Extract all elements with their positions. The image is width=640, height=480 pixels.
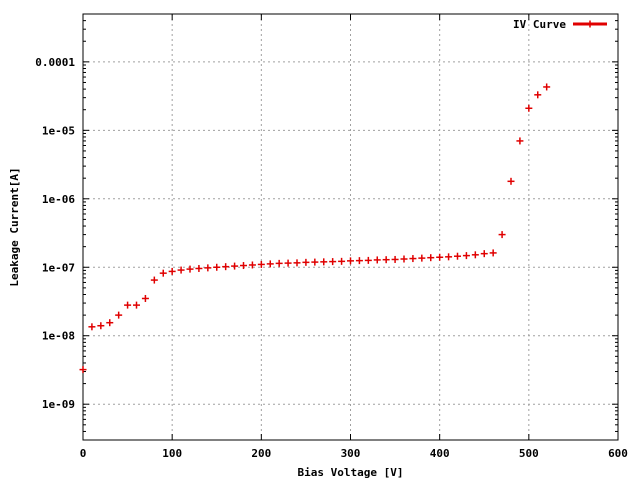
- data-point: [177, 266, 185, 274]
- y-tick-label: 1e-09: [42, 398, 75, 411]
- data-point: [355, 257, 363, 265]
- y-tick-label: 1e-05: [42, 124, 75, 137]
- data-point: [141, 294, 149, 302]
- data-point: [240, 262, 247, 270]
- data-point: [471, 251, 479, 259]
- data-point: [409, 255, 417, 263]
- data-point: [338, 257, 346, 265]
- data-point: [516, 137, 524, 145]
- data-point: [436, 253, 444, 261]
- data-point: [150, 276, 158, 284]
- data-point: [534, 91, 542, 99]
- y-tick-label: 0.0001: [35, 56, 75, 69]
- data-point: [302, 258, 310, 266]
- data-point: [186, 265, 194, 273]
- data-point: [168, 267, 176, 275]
- data-point: [231, 262, 239, 270]
- data-point: [489, 249, 497, 257]
- data-point: [400, 255, 408, 263]
- data-markers: [79, 83, 551, 374]
- x-tick-label: 0: [80, 447, 87, 460]
- data-point: [391, 255, 399, 263]
- data-point: [382, 256, 390, 264]
- data-point: [445, 253, 453, 261]
- data-point: [88, 323, 96, 331]
- legend: IV Curve: [513, 18, 607, 31]
- data-point: [266, 260, 274, 268]
- plot-frame: [82, 13, 619, 441]
- data-point: [373, 256, 381, 264]
- data-point: [222, 263, 230, 271]
- data-point: [213, 263, 221, 271]
- legend-marker-sample: [586, 20, 594, 28]
- data-point: [106, 319, 114, 327]
- data-point: [159, 269, 167, 277]
- data-point: [204, 264, 212, 272]
- data-point: [525, 104, 533, 112]
- data-point: [507, 177, 515, 185]
- x-tick-label: 300: [341, 447, 361, 460]
- data-point: [195, 264, 203, 272]
- data-point: [498, 231, 506, 239]
- legend-label: IV Curve: [513, 18, 566, 31]
- data-point: [79, 366, 87, 374]
- x-axis-label: Bias Voltage [V]: [298, 466, 404, 479]
- data-point: [311, 258, 319, 266]
- data-point: [454, 252, 461, 260]
- data-point: [257, 260, 265, 268]
- y-tick-label: 1e-06: [42, 193, 75, 206]
- data-point: [284, 259, 292, 267]
- data-point: [543, 83, 551, 91]
- data-point: [364, 256, 372, 264]
- data-point: [347, 257, 354, 265]
- data-point: [293, 259, 301, 267]
- x-tick-label: 600: [608, 447, 628, 460]
- data-point: [248, 261, 256, 269]
- data-point: [480, 250, 488, 258]
- grid: [83, 14, 618, 440]
- data-point: [320, 258, 328, 266]
- y-tick-label: 1e-07: [42, 261, 75, 274]
- x-tick-label: 500: [519, 447, 539, 460]
- data-point: [427, 254, 435, 262]
- data-point: [329, 258, 337, 266]
- data-point: [462, 252, 470, 260]
- data-point: [133, 301, 140, 309]
- y-axis-label: Leakage Current[A]: [8, 167, 21, 286]
- x-tick-label: 100: [162, 447, 182, 460]
- x-tick-label: 200: [251, 447, 271, 460]
- data-point: [275, 259, 283, 267]
- data-point: [418, 254, 426, 262]
- x-tick-label: 400: [430, 447, 450, 460]
- axis-ticks: 0 100 200 300 400 500 600 1e-09 1e-08 1e-07 1e-06 1…: [35, 14, 628, 460]
- y-tick-label: 1e-08: [42, 330, 75, 343]
- data-point: [124, 301, 132, 309]
- data-point: [97, 322, 105, 330]
- data-point: [115, 311, 123, 319]
